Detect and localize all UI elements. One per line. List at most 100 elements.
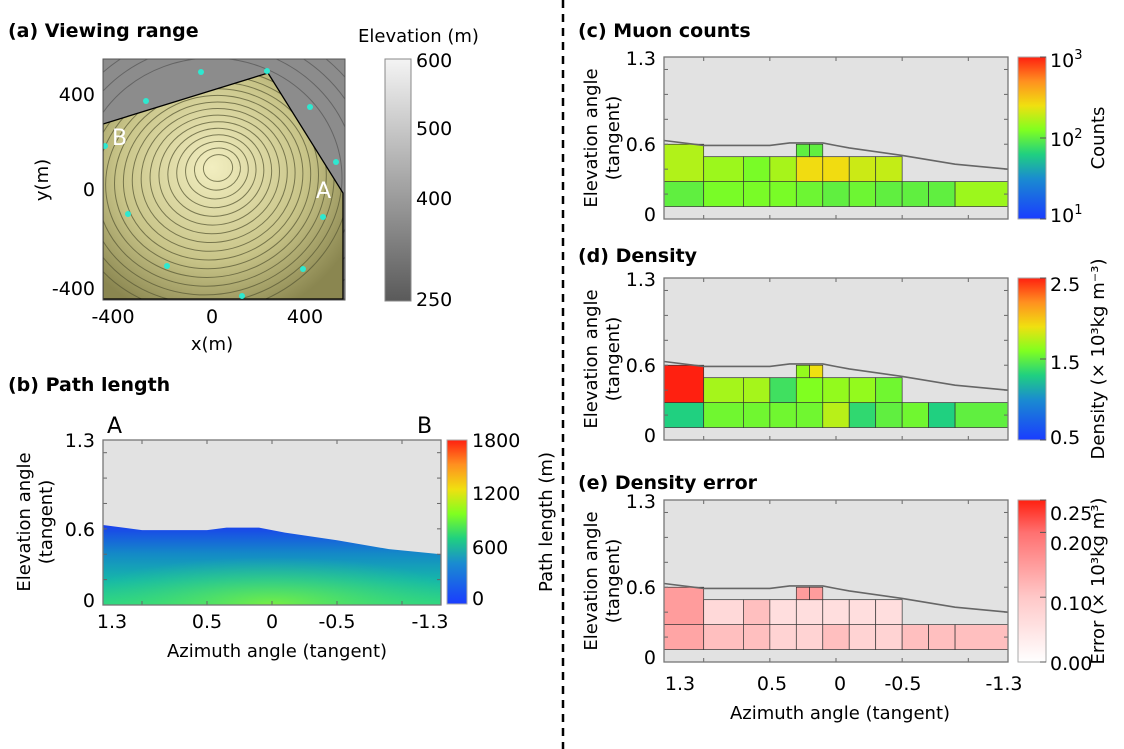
- x-tick: -1.3: [411, 611, 448, 633]
- terrain-outline: [663, 360, 1009, 391]
- colorbar-title: Error (× 10³kg m³): [1088, 498, 1109, 665]
- colorbar-tick: 600: [416, 50, 452, 72]
- heatmap-bin: [901, 624, 929, 650]
- map-frame: [102, 58, 346, 301]
- heatmap-bin: [743, 156, 771, 182]
- contour-line: [131, 101, 296, 252]
- detector-marker: [198, 69, 204, 75]
- heatmap-bin: [795, 181, 824, 207]
- end-label-b: B: [417, 414, 432, 439]
- heatmap-bin: [875, 402, 903, 428]
- colorbar-tick: 400: [416, 188, 452, 210]
- colorbar-title: Path length (m): [536, 452, 557, 592]
- y-tick: 1.3: [626, 269, 656, 291]
- heatmap-bin: [769, 402, 797, 428]
- x-tick: 400: [287, 306, 323, 328]
- exponent: 3: [1074, 48, 1082, 63]
- colorbar-tick: 0.20: [1050, 533, 1092, 555]
- heatmap-bin: [663, 181, 705, 207]
- x-axis-label: Azimuth angle (tangent): [167, 641, 387, 662]
- heatmap-bin: [848, 624, 877, 650]
- exponent: 2: [1074, 127, 1082, 142]
- colorbar: [1017, 499, 1047, 663]
- x-tick: -1.3: [985, 673, 1022, 695]
- colorbar-title: Elevation (m): [358, 26, 479, 47]
- detector-marker: [239, 293, 245, 299]
- heatmap-bin: [663, 402, 705, 428]
- heatmap-bin: [928, 181, 956, 207]
- y-tick: 0.6: [626, 134, 656, 156]
- heatmap-bin: [663, 624, 705, 650]
- y-axis-label: y(m): [32, 159, 53, 201]
- contour-line: [202, 154, 234, 182]
- heatmap-bin: [663, 586, 705, 625]
- y-tick: 0.6: [626, 577, 656, 599]
- x-tick: 0.5: [192, 611, 222, 633]
- panel-b: (b) Path length A B 1.3 0.6 0 1.3 0.5 0 …: [8, 374, 557, 662]
- path-length-long-region: [103, 525, 441, 605]
- heatmap-bin: [822, 402, 850, 428]
- panel-b-title: (b) Path length: [8, 374, 170, 396]
- colorbar-tick: 0: [472, 588, 484, 610]
- y-tick: 0: [83, 590, 95, 612]
- y-tick: 0: [644, 425, 656, 447]
- heatmap-bin: [663, 364, 705, 403]
- heatmap-bin: [795, 377, 824, 403]
- plot-frame: [102, 439, 442, 606]
- heatmap-bin: [848, 181, 877, 207]
- panel-a: (a) Viewing range B A 400 0 -400 -400 0 …: [8, 20, 479, 355]
- x-tick: 0.5: [757, 673, 787, 695]
- detector-marker: [333, 159, 339, 165]
- heatmap-bin: [769, 624, 797, 650]
- x-tick: 0: [834, 673, 846, 695]
- colorbar-tick: 1800: [472, 430, 520, 452]
- detector-marker: [320, 214, 326, 220]
- colorbar-tick: 102: [1050, 127, 1082, 151]
- heatmap-bin: [928, 402, 956, 428]
- heatmap-bin: [703, 377, 744, 403]
- elevation-colorbar: [384, 58, 412, 302]
- x-tick: 1.3: [97, 611, 127, 633]
- heatmap-bin: [795, 599, 824, 625]
- terrain-outline: [663, 139, 1009, 170]
- plot-frame: [663, 56, 1009, 220]
- y-tick: 400: [59, 84, 95, 106]
- colorbar-title: Counts: [1088, 107, 1109, 170]
- heatmap-bin: [743, 624, 771, 650]
- heatmap-bin: [769, 181, 797, 207]
- y-axis-label-line2: (tangent): [603, 317, 624, 402]
- contour-line: [194, 147, 241, 191]
- colorbar-title: Density (× 10³kg m⁻³): [1088, 259, 1109, 460]
- y-axis-label-line2: (tangent): [603, 96, 624, 181]
- x-axis-label: Azimuth angle (tangent): [730, 703, 950, 724]
- end-label-a: A: [107, 414, 122, 439]
- heatmap-bin: [809, 586, 824, 601]
- y-axis-label-line1: Elevation angle: [581, 511, 602, 650]
- heatmap-bin: [769, 156, 797, 182]
- heatmap-bin: [795, 586, 810, 601]
- heatmap-bin: [928, 624, 956, 650]
- colorbar-tick: 103: [1050, 48, 1082, 72]
- heatmap-bin: [795, 624, 824, 650]
- y-tick: 0.6: [65, 519, 95, 541]
- point-b-label: B: [112, 126, 127, 151]
- heatmap-bin: [795, 364, 810, 379]
- y-axis-label-line2: (tangent): [603, 539, 624, 624]
- heatmap-bin: [743, 599, 771, 625]
- plot-frame: [663, 499, 1009, 663]
- x-tick: 1.3: [665, 673, 695, 695]
- heatmap-bin: [822, 156, 850, 182]
- heatmap-bin: [703, 402, 744, 428]
- heatmap-bin: [822, 624, 850, 650]
- contour-line: [185, 140, 249, 200]
- heatmap-bin: [875, 377, 903, 403]
- viewing-range-outline: [103, 72, 344, 300]
- x-axis-label: x(m): [191, 334, 233, 355]
- y-tick: 0: [83, 179, 95, 201]
- colorbar-tick: 0.00: [1050, 653, 1092, 675]
- y-axis-label-line1: Elevation angle: [14, 452, 35, 591]
- heatmap-bin: [703, 599, 744, 625]
- heatmap-bin: [848, 377, 877, 403]
- heatmap-bin: [809, 143, 824, 158]
